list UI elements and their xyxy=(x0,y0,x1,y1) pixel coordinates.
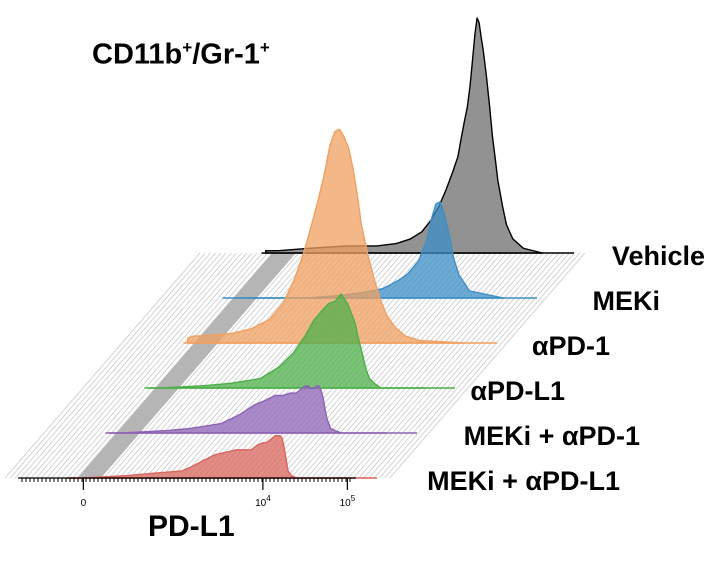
grid-diagonal xyxy=(384,252,580,479)
x-axis: 0 104 105 xyxy=(18,477,356,509)
series-histogram xyxy=(69,435,349,479)
grid-diagonal xyxy=(56,252,253,479)
grid-diagonal xyxy=(368,252,565,479)
grid-diagonal xyxy=(321,252,518,479)
grid-diagonal xyxy=(67,252,263,479)
grid-diagonal xyxy=(41,252,237,479)
grid-diagonal xyxy=(51,252,248,479)
grid-diagonal xyxy=(61,252,258,479)
title-sup-1: + xyxy=(182,38,193,57)
series-layer xyxy=(66,17,574,479)
series-labels: Vehicle MEKi αPD-1 αPD-L1 MEKi + αPD-1 MEKi +… xyxy=(427,241,705,496)
grid-diagonal xyxy=(358,252,554,479)
series-label: αPD-1 xyxy=(532,331,610,361)
grid-diagonal xyxy=(353,252,549,479)
grid-diagonal xyxy=(15,252,211,479)
title-sup-2: + xyxy=(259,38,270,57)
grid-diagonal xyxy=(4,252,201,479)
x-axis-label: PD-L1 xyxy=(148,510,235,543)
grid-diagonal xyxy=(337,252,534,479)
grid-diagonal xyxy=(20,252,216,479)
series-label: Vehicle xyxy=(612,241,705,271)
grid-diagonal xyxy=(373,252,570,479)
grid-diagonal xyxy=(119,252,315,479)
series-histogram xyxy=(264,17,544,254)
grid-diagonal xyxy=(389,252,586,479)
grid-diagonal xyxy=(379,252,575,479)
grid-diagonal xyxy=(342,252,539,479)
grid-diagonal xyxy=(124,252,320,479)
grid-diagonal xyxy=(311,252,508,479)
grid-diagonal xyxy=(363,252,560,479)
grid-diagonal xyxy=(113,252,310,479)
grid-diagonal xyxy=(108,252,305,479)
series-histogram xyxy=(186,128,466,344)
title-mid: /Gr-1 xyxy=(192,38,260,71)
grid-diagonal xyxy=(103,252,300,479)
grid-diagonal xyxy=(35,252,232,479)
tick-label: 105 xyxy=(340,494,356,509)
series-label: αPD-L1 xyxy=(470,376,565,406)
grid-diagonal xyxy=(327,252,523,479)
grid-diagonal xyxy=(9,252,206,479)
grid-diagonal xyxy=(30,252,227,479)
grid-diagonal xyxy=(347,252,544,479)
zero-band xyxy=(77,253,296,478)
grid-diagonal xyxy=(46,252,242,479)
chart-title: CD11b+/Gr-1+ xyxy=(92,38,270,72)
title-main: CD11b xyxy=(92,38,183,71)
grid-diagonal xyxy=(72,252,268,479)
series-histogram xyxy=(108,385,388,434)
grid-diagonal xyxy=(316,252,513,479)
grid-diagonal xyxy=(25,252,222,479)
series-histogram xyxy=(147,293,427,389)
grid-diagonal xyxy=(332,252,528,479)
tick-label: 104 xyxy=(255,494,271,509)
tick-label: 0 xyxy=(81,498,87,509)
series-label: MEKi + αPD-L1 xyxy=(427,466,620,496)
series-label: MEKi xyxy=(593,286,661,316)
series-label: MEKi + αPD-1 xyxy=(464,421,640,451)
